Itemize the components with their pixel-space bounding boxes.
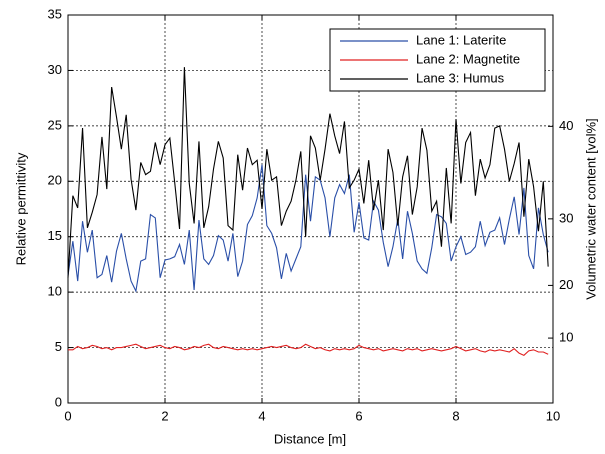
plot-frame — [67, 14, 554, 404]
y-tick-label: 5 — [55, 339, 62, 354]
y-tick-label: 25 — [48, 117, 62, 132]
x-tick-label: 8 — [452, 408, 459, 423]
y2-tick-label: 20 — [559, 277, 573, 292]
x-tick-label: 4 — [258, 408, 265, 423]
y-tick-label: 35 — [48, 6, 62, 21]
y2-tick-label: 30 — [559, 210, 573, 225]
y2-tick-label: 10 — [559, 330, 573, 345]
y2-tick-label: 40 — [559, 118, 573, 133]
legend-box — [329, 28, 546, 92]
y-tick-label: 20 — [48, 173, 62, 188]
y-tick-label: 10 — [48, 284, 62, 299]
series-line — [68, 343, 549, 356]
y-tick-label: 30 — [48, 62, 62, 77]
legend-label: Lane 1: Laterite — [416, 32, 506, 47]
y-tick-label: 0 — [55, 394, 62, 409]
x-axis-label: Distance [m] — [274, 431, 346, 446]
x-tick-label: 10 — [546, 408, 560, 423]
x-tick-label: 2 — [161, 408, 168, 423]
y2-axis-label: Volumetric water content [vol%] — [583, 118, 598, 299]
x-tick-label: 6 — [355, 408, 362, 423]
x-tick-label: 0 — [64, 408, 71, 423]
series-line — [67, 164, 549, 293]
legend-label: Lane 2: Magnetite — [416, 51, 520, 66]
y-tick-label: 15 — [48, 228, 62, 243]
legend-label: Lane 3: Humus — [416, 70, 505, 85]
y-axis-label: Relative permittivity — [13, 152, 28, 265]
series-line — [67, 67, 549, 278]
